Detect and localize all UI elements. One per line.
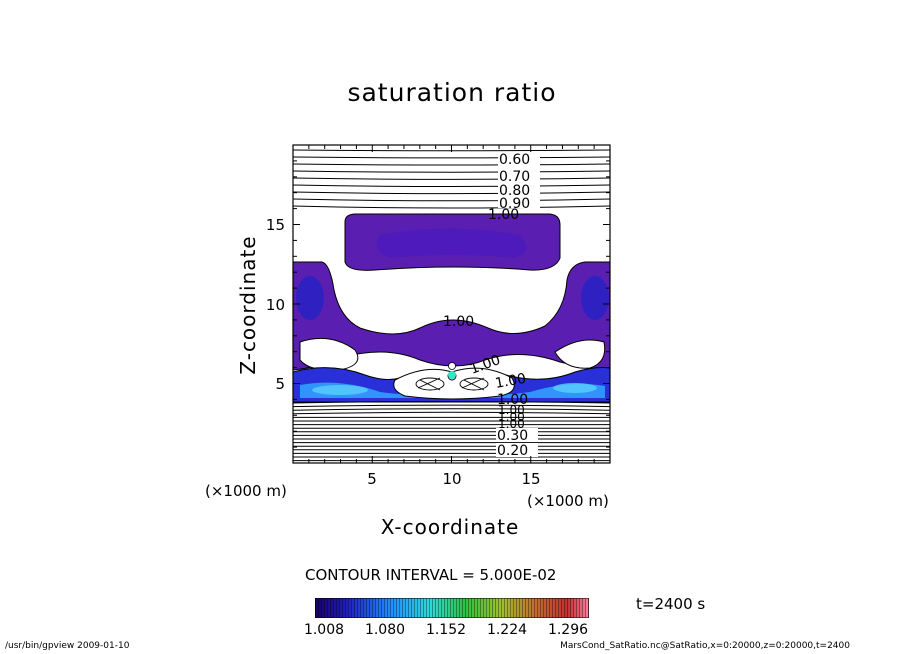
- upper-contour-line: [293, 184, 610, 187]
- upper-contour-line: [293, 163, 610, 166]
- y-tick-label-15: 15: [265, 216, 285, 234]
- y-axis-label: Z-coordinate: [236, 235, 260, 375]
- svg-text:1.00: 1.00: [498, 410, 525, 424]
- contour-label-10: 0.20: [497, 443, 528, 459]
- contour-label-3: 0.90: [499, 196, 530, 212]
- colorbar-label-2: 1.152: [425, 622, 467, 638]
- x-axis-unit: (×1000 m): [527, 492, 609, 510]
- right-core-dark: [581, 276, 609, 320]
- colorbar-label-3: 1.224: [486, 622, 528, 638]
- time-label: t=2400 s: [636, 595, 706, 613]
- svg-text:1.00: 1.00: [498, 403, 525, 417]
- upper-contour-line: [293, 205, 610, 209]
- contour-label-2: 0.80: [499, 183, 530, 199]
- svg-text:1.00: 1.00: [498, 417, 525, 431]
- footer-data-source: MarsCond_SatRatio.nc@SatRatio,x=0:20000,…: [560, 641, 850, 651]
- right-unsaturated-pocket: [554, 339, 606, 369]
- middle-saturated-region: [293, 261, 610, 373]
- upper-contour-line: [293, 156, 610, 159]
- x-axis-label: X-coordinate: [380, 515, 520, 539]
- contour-label-0: 0.60: [499, 152, 530, 168]
- colorbar-label-0: 1.008: [303, 622, 345, 638]
- lower-contour-lines: [293, 401, 610, 462]
- lower-contour-line: [293, 408, 610, 411]
- contour-label-8: 1.00: [497, 392, 528, 408]
- contour-label-9: 0.30: [497, 428, 528, 444]
- lower-light-spot-right: [553, 383, 597, 393]
- contour-label-1: 0.70: [499, 169, 530, 185]
- upper-contour-line: [293, 170, 610, 173]
- lower-contour-line: [293, 401, 610, 404]
- chart-title: saturation ratio: [347, 78, 557, 107]
- x-tick-label-5: 5: [367, 470, 377, 488]
- x-tick-label-10: 10: [442, 470, 462, 488]
- y-tick-label-10: 10: [265, 296, 285, 314]
- white-spot: [448, 362, 456, 370]
- lower-contour-line: [293, 411, 610, 415]
- cyan-spot: [448, 371, 456, 379]
- upper-contour-line: [293, 177, 610, 180]
- contour-label-4: 1.00: [488, 207, 519, 223]
- x-tick-label-15: 15: [521, 470, 541, 488]
- lower-contour-line: [293, 404, 610, 408]
- colorbar: [315, 598, 589, 618]
- central-unsaturated-area: [393, 367, 515, 400]
- left-core-dark: [296, 276, 324, 320]
- contour-labels: 0.60 0.70 0.80 0.90 1.00 1.00 1.00 1.00 …: [443, 152, 540, 459]
- z-axis-unit: (×1000 m): [205, 482, 287, 500]
- contour-interval-text: CONTOUR INTERVAL = 5.000E-02: [305, 566, 557, 584]
- colorbar-label-4: 1.296: [547, 622, 589, 638]
- upper-contour-line: [293, 198, 610, 202]
- y-tick-label-5: 5: [275, 375, 285, 393]
- footer-program-date: /usr/bin/gpview 2009-01-10: [5, 641, 130, 651]
- contour-label-7: 1.00: [494, 371, 527, 392]
- lower-light-spot-left: [312, 385, 368, 395]
- upper-saturated-core: [376, 228, 527, 258]
- axis-ticks: [293, 145, 610, 463]
- upper-contour-line: [293, 191, 610, 195]
- upper-contour-lines: [293, 149, 610, 209]
- contour-label-5: 1.00: [443, 314, 474, 330]
- left-unsaturated-pocket: [299, 337, 359, 371]
- colorbar-label-1: 1.080: [364, 622, 406, 638]
- dense-contour-label-cluster: 1.00 1.00 1.00: [498, 403, 525, 431]
